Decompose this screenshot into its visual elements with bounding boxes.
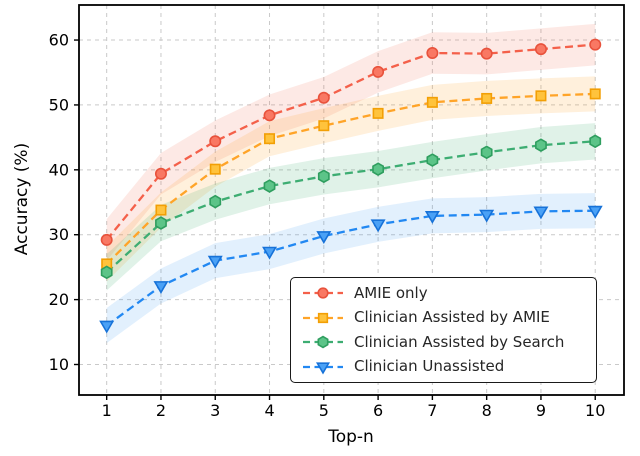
marker-clinician-assisted-by-search: [155, 216, 167, 230]
x-axis-label: Top-n: [328, 427, 374, 447]
series-line-clinician-unassisted: [106, 209, 596, 327]
marker-clinician-unassisted: [99, 320, 115, 334]
legend-marker-amie-only: [317, 287, 329, 299]
marker-clinician-assisted-by-amie: [264, 133, 276, 145]
legend-label: AMIE only: [354, 283, 428, 302]
marker-clinician-assisted-by-search: [317, 169, 330, 184]
legend-marker-clinician-assisted-by-search: [317, 335, 329, 349]
square-icon: [303, 312, 343, 323]
circle-icon: [303, 287, 343, 299]
marker-amie-only: [154, 167, 167, 180]
x-tick-label: 9: [536, 401, 546, 420]
confidence-band-clinician-assisted-by-search: [106, 123, 596, 291]
marker-clinician-unassisted: [533, 206, 549, 220]
hexagon-icon: [303, 335, 343, 349]
marker-amie-only: [426, 47, 439, 60]
marker-clinician-assisted-by-search: [480, 145, 493, 160]
x-tick-label: 2: [156, 401, 166, 420]
marker-clinician-assisted-by-search: [100, 265, 113, 280]
y-tick-label: 50: [49, 95, 69, 114]
marker-amie-only: [589, 38, 602, 51]
marker-clinician-unassisted: [370, 219, 386, 233]
legend-item-clinician-unassisted: Clinician Unassisted: [301, 359, 588, 375]
legend-label: Clinician Unassisted: [354, 357, 505, 376]
marker-clinician-unassisted: [153, 281, 169, 294]
x-tick-label: 6: [373, 401, 383, 420]
legend-label: Clinician Assisted by Search: [354, 332, 565, 351]
marker-clinician-assisted-by-search: [426, 153, 439, 167]
marker-clinician-unassisted: [587, 205, 603, 219]
confidence-band-clinician-unassisted: [106, 193, 596, 344]
x-tick-label: 5: [319, 401, 329, 420]
x-tick-label: 4: [264, 401, 274, 420]
y-tick-label: 30: [49, 225, 69, 244]
marker-amie-only: [100, 233, 113, 246]
marker-amie-only: [372, 65, 385, 78]
marker-amie-only: [534, 43, 547, 56]
legend-marker-clinician-assisted-by-amie: [317, 312, 329, 323]
plot-border: [78, 4, 625, 396]
marker-clinician-assisted-by-search: [209, 194, 222, 209]
marker-clinician-unassisted: [316, 231, 332, 245]
triangle-down-icon: [303, 362, 343, 375]
x-tick-label: 10: [585, 401, 605, 420]
marker-clinician-assisted-by-amie: [155, 204, 167, 216]
legend-item-amie-only: AMIE only: [301, 285, 588, 301]
marker-clinician-assisted-by-amie: [589, 88, 601, 100]
marker-amie-only: [263, 109, 276, 122]
marker-clinician-assisted-by-search: [263, 179, 276, 193]
y-tick-label: 40: [49, 160, 69, 179]
y-tick-label: 10: [49, 355, 69, 374]
marker-clinician-unassisted: [424, 210, 440, 224]
legend-label: Clinician Assisted by AMIE: [354, 308, 550, 327]
marker-clinician-unassisted: [207, 255, 223, 269]
marker-clinician-assisted-by-search: [535, 138, 547, 152]
marker-clinician-assisted-by-amie: [209, 163, 221, 175]
legend-item-clinician-assisted-by-amie: Clinician Assisted by AMIE: [301, 310, 588, 326]
y-tick-label: 60: [49, 31, 69, 50]
y-tick-label: 20: [49, 290, 69, 309]
marker-clinician-assisted-by-amie: [481, 92, 493, 104]
marker-amie-only: [480, 47, 493, 60]
marker-clinician-assisted-by-search: [589, 134, 602, 149]
legend: AMIE only Clinician Assisted by AMIE Clini…: [290, 277, 597, 383]
x-tick-label: 1: [102, 401, 112, 420]
marker-clinician-assisted-by-amie: [372, 107, 384, 119]
marker-clinician-assisted-by-amie: [535, 90, 547, 102]
marker-amie-only: [209, 135, 222, 148]
series-line-clinician-assisted-by-amie: [105, 92, 596, 265]
marker-clinician-assisted-by-search: [372, 162, 385, 177]
marker-clinician-assisted-by-amie: [318, 120, 330, 132]
legend-marker-clinician-unassisted: [315, 362, 331, 375]
series-line-amie-only: [105, 43, 596, 241]
x-tick-label: 7: [427, 401, 437, 420]
y-axis-label: Accuracy (%): [12, 142, 32, 256]
marker-amie-only: [317, 91, 330, 104]
marker-clinician-assisted-by-amie: [426, 96, 438, 108]
marker-clinician-unassisted: [262, 246, 278, 260]
series-line-clinician-assisted-by-search: [105, 140, 596, 274]
x-tick-label: 3: [210, 401, 220, 420]
legend-item-clinician-assisted-by-search: Clinician Assisted by Search: [301, 334, 588, 350]
x-tick-label: 8: [482, 401, 492, 420]
marker-clinician-unassisted: [479, 209, 495, 223]
